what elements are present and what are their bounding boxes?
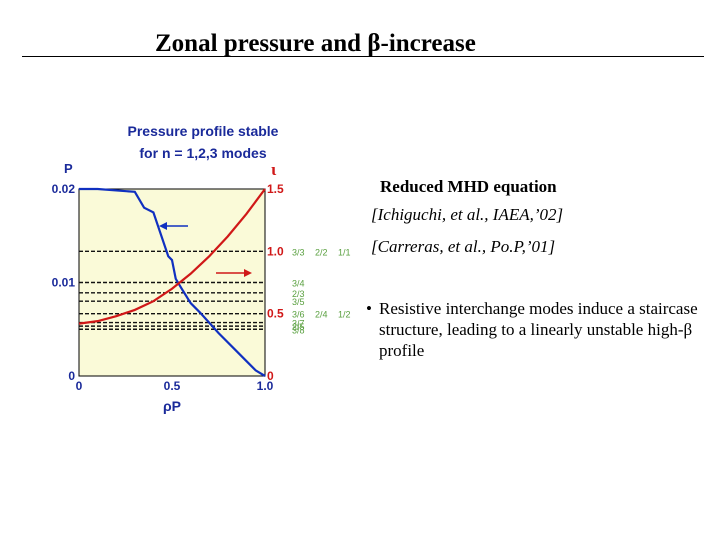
- resonance-label: 2/2: [315, 247, 328, 257]
- y-right-tick-label: 0.5: [267, 307, 284, 321]
- bullet-text: Resistive interchange modes induce a sta…: [379, 299, 698, 360]
- reference-ichiguchi: [Ichiguchi, et al., IAEA,’02]: [371, 205, 564, 224]
- x-tick-label: 0.5: [164, 379, 181, 393]
- resonance-label: 3/8: [292, 325, 305, 335]
- y-left-tick-label: 0: [68, 369, 75, 383]
- resonance-label: 3/6: [292, 310, 305, 320]
- y-right-tick-label: 1.5: [267, 182, 284, 196]
- pressure-arrow-head: [159, 222, 167, 230]
- resonance-label: 3/7: [292, 319, 305, 329]
- bullet-marker: •: [366, 299, 372, 318]
- resonance-label: 3/4: [292, 279, 305, 289]
- slide-title: Zonal pressure and β-increase: [155, 30, 476, 57]
- resonance-label: 3/5: [292, 297, 305, 307]
- tick-labels: 0 0.01 0.02 0 0.5 1.0 1.5 0 0.5 1.0: [52, 182, 284, 393]
- iota-arrow-head: [244, 269, 252, 277]
- x-axis-label: ρP: [163, 398, 181, 414]
- y-left-axis-label: P: [64, 161, 73, 176]
- chart-caption-line2: for n = 1,2,3 modes: [139, 145, 266, 161]
- resonance-label: 1/2: [338, 310, 351, 320]
- x-tick-label: 1.0: [257, 379, 274, 393]
- y-right-tick-label: 0: [267, 369, 274, 383]
- y-left-tick-label: 0.02: [52, 182, 76, 196]
- resonance-label: 2/3: [292, 289, 305, 299]
- resonance-labels: 3/3 2/2 1/1 3/42/33/5 3/6 2/4 1/2 3/72/53/8: [292, 247, 351, 335]
- resonance-label: 3/3: [292, 247, 305, 257]
- resonance-label: 2/5: [292, 322, 305, 332]
- resonance-label: 1/1: [338, 247, 351, 257]
- y-right-axis-label: ι: [271, 160, 277, 179]
- resonance-label: 2/4: [315, 310, 328, 320]
- iota-curve: [78, 188, 266, 325]
- x-tick-label: 0: [76, 379, 83, 393]
- resonance-lines: [79, 250, 265, 330]
- series-layer: [78, 187, 266, 377]
- reference-carreras: [Carreras, et al., Po.P,’01]: [371, 237, 556, 256]
- equation-heading: Reduced MHD equation: [380, 177, 557, 196]
- y-right-tick-label: 1.0: [267, 244, 284, 258]
- chart-caption-line1: Pressure profile stable: [128, 123, 279, 139]
- title-underline: [22, 56, 704, 57]
- y-left-tick-label: 0.01: [52, 276, 76, 290]
